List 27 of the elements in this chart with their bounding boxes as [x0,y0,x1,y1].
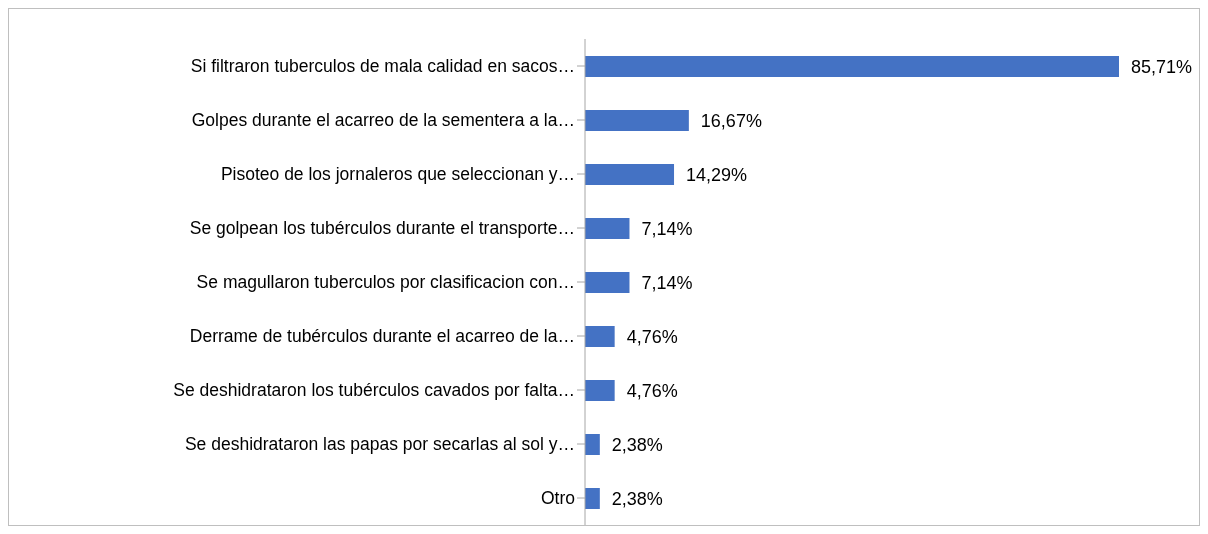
data-label: 7,14% [641,272,693,293]
bar [585,272,630,293]
data-label: 2,38% [611,434,663,455]
data-label: 85,71% [1131,56,1193,77]
bar [585,380,615,401]
y-tick-label: Se deshidrataron las papas por secarlas al sol y… [184,434,575,455]
bar [585,326,615,347]
data-label: 4,76% [626,326,678,347]
y-tick-label: Pisoteo de los jornaleros que seleccionan y… [220,164,575,185]
bar [585,434,600,455]
data-label: 16,67% [700,110,762,131]
y-tick-label: Derrame de tubérculos durante el acarreo de la… [189,326,575,347]
y-tick-label: Otro [540,488,575,509]
bar [585,164,675,185]
y-tick-label: Se magullaron tuberculos por clasificacion con… [196,272,575,293]
y-tick-label: Golpes durante el acarreo de la sementera a la… [191,110,575,131]
data-label: 4,76% [626,380,678,401]
bar [585,110,689,131]
data-label: 2,38% [611,488,663,509]
data-label: 14,29% [686,164,748,185]
bar [585,218,630,239]
bar [585,56,1119,77]
y-tick-label: Si filtraron tuberculos de mala calidad en sacos… [190,56,575,77]
bar [585,488,600,509]
y-tick-label: Se golpean los tubérculos durante el transporte… [189,218,575,239]
data-label: 7,14% [641,218,693,239]
y-tick-label: Se deshidrataron los tubérculos cavados por falta… [173,380,575,401]
